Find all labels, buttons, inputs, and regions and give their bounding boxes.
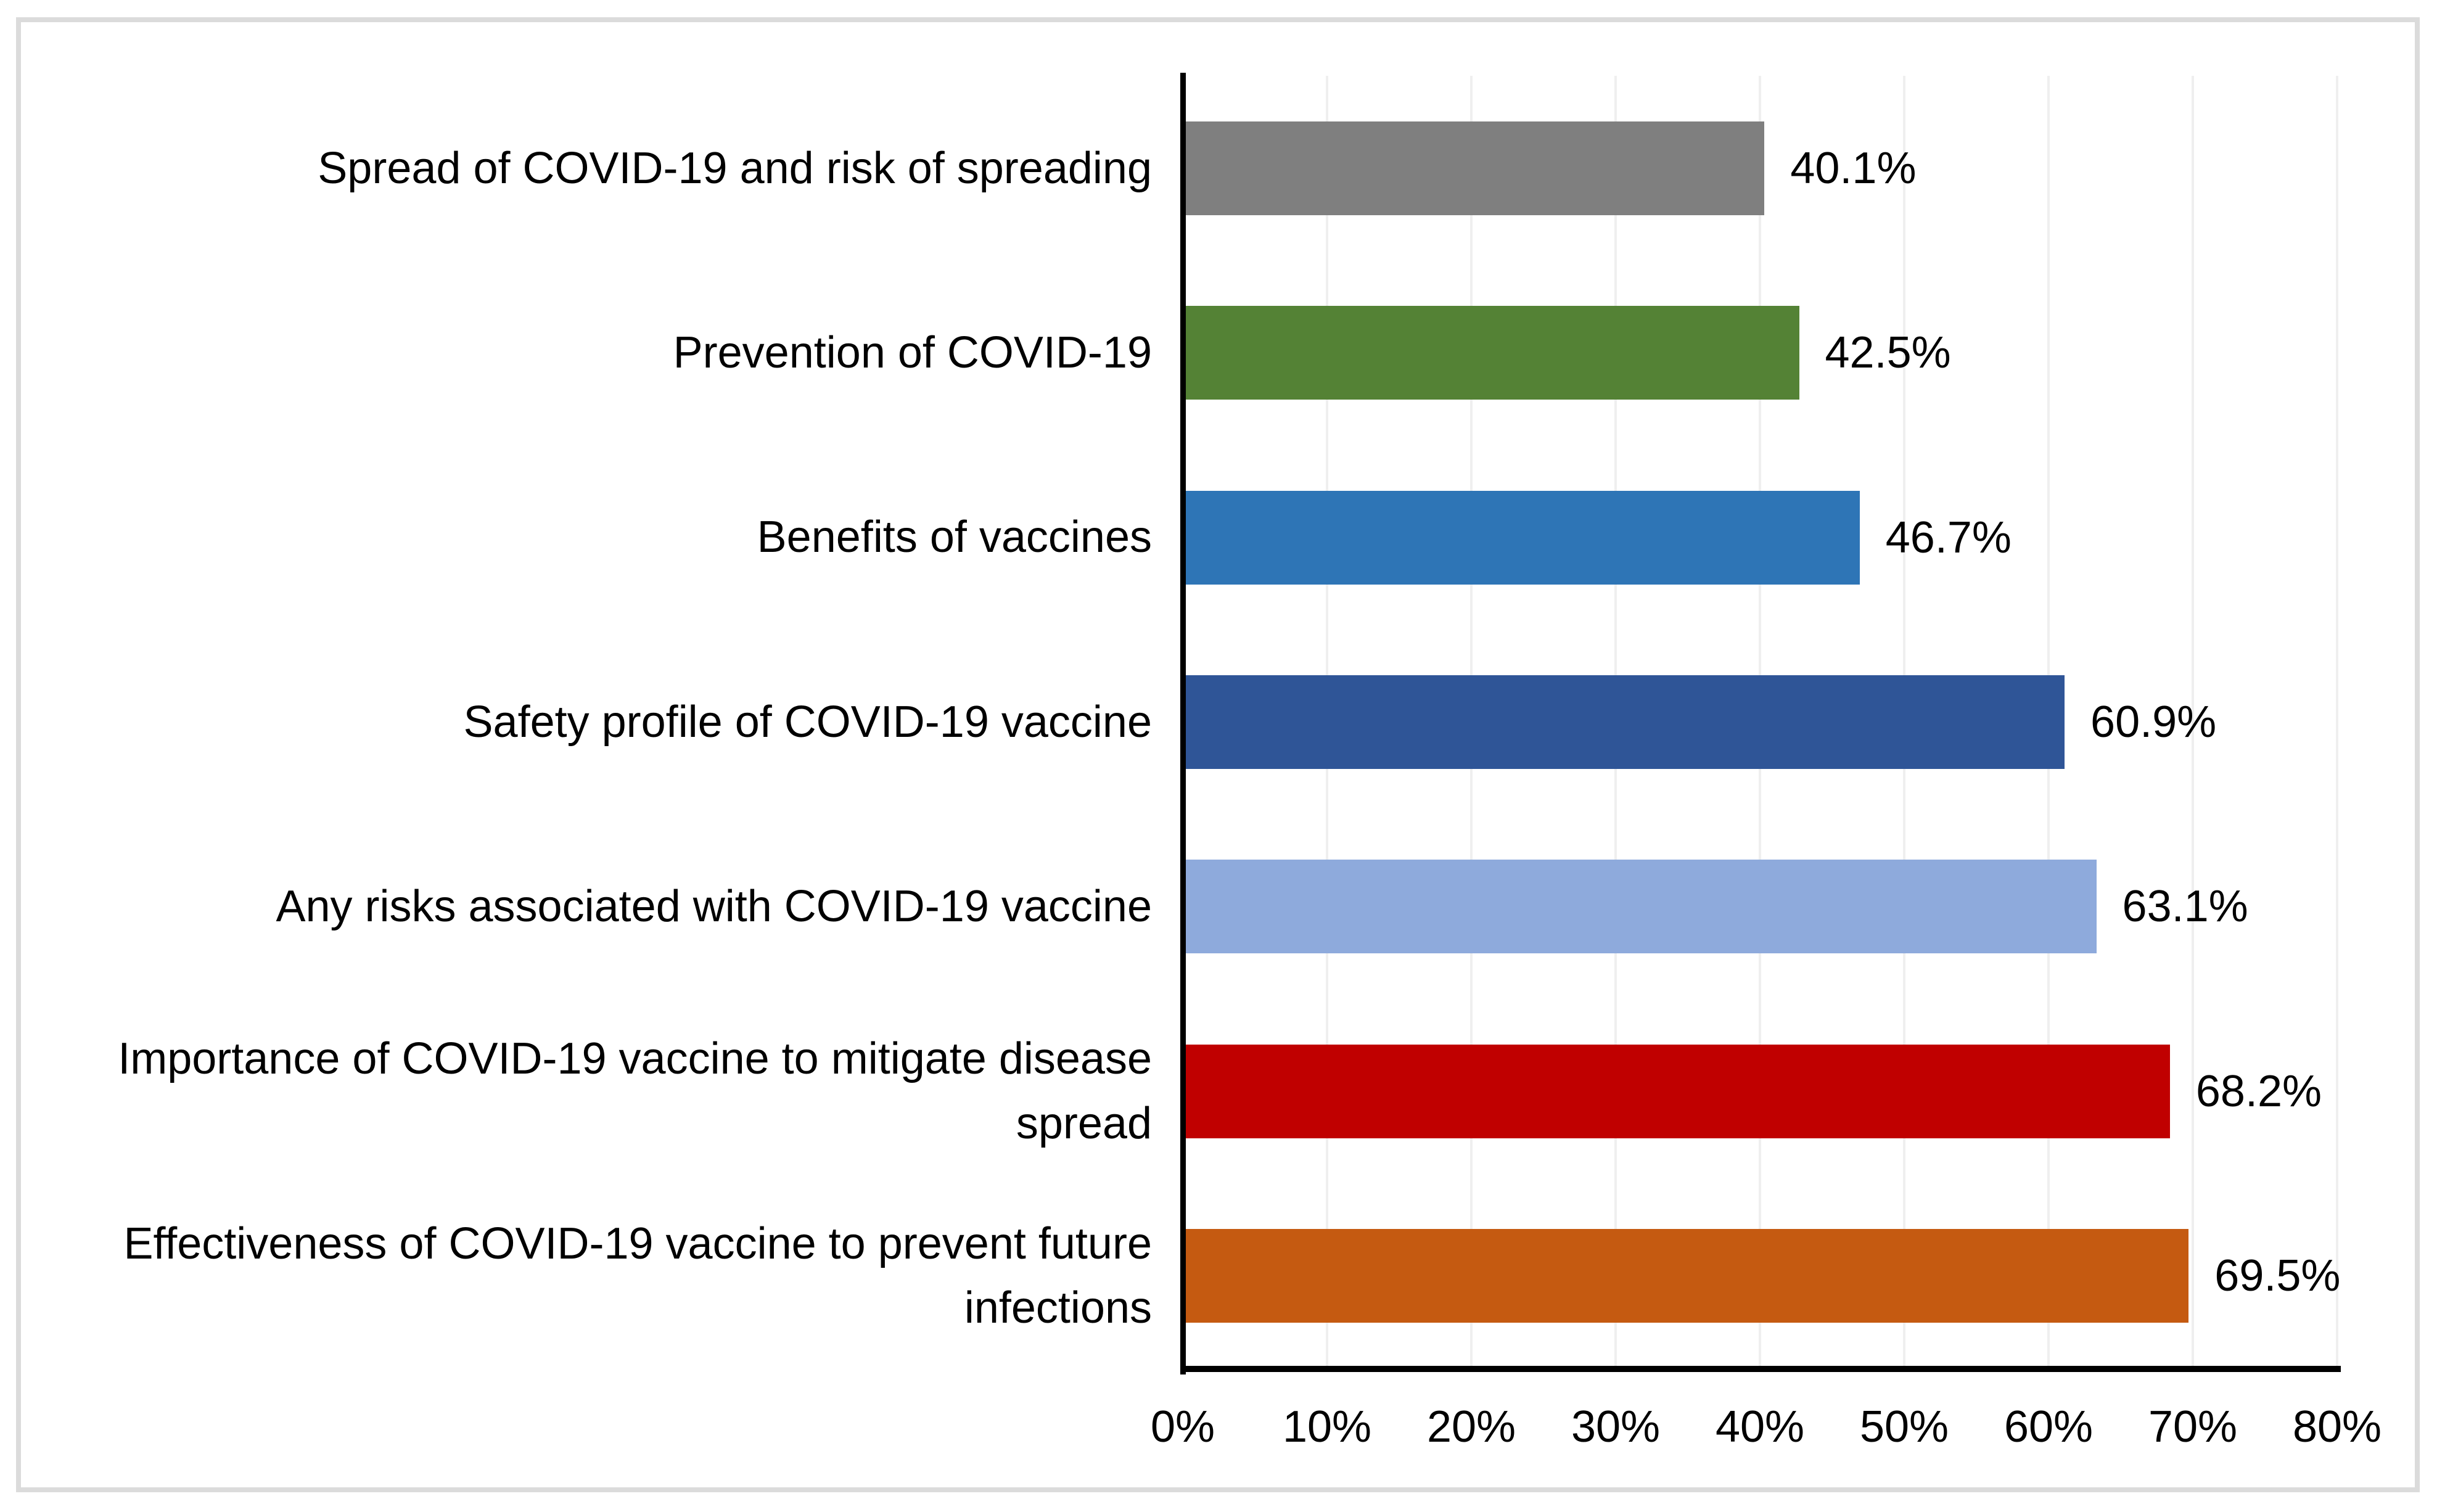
bar <box>1186 490 1860 585</box>
category-label: Any risks associated with COVID-19 vacci… <box>276 882 1152 932</box>
category-label: Prevention of COVID-19 <box>673 327 1152 377</box>
gridline <box>2192 76 2194 1368</box>
x-tick-label: 10% <box>1282 1402 1372 1452</box>
x-tick-label: 80% <box>2292 1402 2382 1452</box>
x-tick-label: 40% <box>1715 1402 1805 1452</box>
x-tick-label: 30% <box>1571 1402 1661 1452</box>
x-tick-label: 0% <box>1150 1402 1215 1452</box>
x-tick-label: 20% <box>1426 1402 1516 1452</box>
x-tick-label: 70% <box>2148 1402 2238 1452</box>
bar-value-label: 63.1% <box>2122 882 2248 932</box>
y-axis-line <box>1180 73 1186 1374</box>
x-tick-label: 60% <box>2003 1402 2094 1452</box>
bar-value-label: 46.7% <box>1885 512 2012 562</box>
category-label: Importance of COVID-19 vaccine to mitiga… <box>118 1034 1152 1148</box>
x-tick-label: 50% <box>1859 1402 1949 1452</box>
bar-value-label: 60.9% <box>2090 697 2217 747</box>
bar <box>1186 306 1799 400</box>
bar <box>1186 121 1765 215</box>
bar <box>1186 1229 2189 1323</box>
gridline <box>2336 76 2338 1368</box>
bar <box>1186 1044 2170 1138</box>
x-axis-line <box>1180 1366 2341 1372</box>
category-label: Benefits of vaccines <box>757 512 1152 562</box>
bar-value-label: 42.5% <box>1825 328 1951 378</box>
category-label: Effectiveness of COVID-19 vaccine to pre… <box>123 1218 1153 1333</box>
category-label: Spread of COVID-19 and risk of spreading <box>318 143 1152 193</box>
bar <box>1186 860 2097 954</box>
category-label: Safety profile of COVID-19 vaccine <box>463 697 1153 747</box>
bar-value-label: 40.1% <box>1790 143 1917 193</box>
bar-value-label: 68.2% <box>2195 1066 2322 1116</box>
bar <box>1186 675 2065 769</box>
bar-value-label: 69.5% <box>2214 1251 2341 1301</box>
